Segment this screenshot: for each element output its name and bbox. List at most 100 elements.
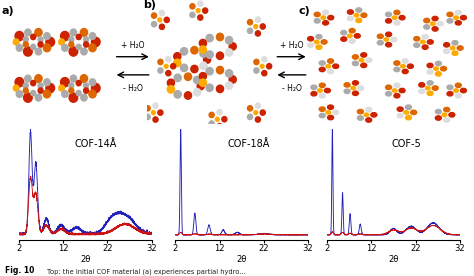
Text: + H₂O: + H₂O <box>121 41 145 50</box>
Circle shape <box>229 76 236 83</box>
Circle shape <box>38 83 43 88</box>
Circle shape <box>91 37 100 47</box>
Circle shape <box>247 20 253 25</box>
Circle shape <box>435 116 441 120</box>
Circle shape <box>62 44 68 51</box>
Circle shape <box>432 27 438 31</box>
Circle shape <box>255 31 260 36</box>
Circle shape <box>314 40 319 44</box>
Circle shape <box>158 68 163 73</box>
Circle shape <box>16 44 23 51</box>
Circle shape <box>328 69 334 74</box>
Circle shape <box>460 88 466 93</box>
X-axis label: 2θ: 2θ <box>237 255 247 264</box>
Circle shape <box>226 70 233 77</box>
Circle shape <box>226 36 233 44</box>
Circle shape <box>384 38 389 41</box>
Circle shape <box>351 86 356 90</box>
Circle shape <box>173 53 181 60</box>
Circle shape <box>13 85 19 91</box>
Circle shape <box>260 64 264 68</box>
Circle shape <box>456 10 461 15</box>
Circle shape <box>152 22 156 27</box>
Circle shape <box>206 68 213 75</box>
Circle shape <box>80 28 88 36</box>
Circle shape <box>385 12 392 17</box>
Circle shape <box>199 46 207 53</box>
Circle shape <box>357 86 364 90</box>
Circle shape <box>316 45 322 49</box>
Circle shape <box>70 29 77 36</box>
Circle shape <box>352 55 358 59</box>
Circle shape <box>69 37 74 42</box>
Circle shape <box>427 40 433 44</box>
Text: COF-5: COF-5 <box>392 139 421 149</box>
Circle shape <box>436 61 441 66</box>
Circle shape <box>25 75 31 82</box>
Circle shape <box>191 65 198 73</box>
Circle shape <box>247 28 253 33</box>
Circle shape <box>435 109 441 114</box>
Circle shape <box>347 34 352 38</box>
Circle shape <box>354 14 359 17</box>
Circle shape <box>76 91 81 96</box>
Circle shape <box>427 81 433 85</box>
Circle shape <box>199 73 207 80</box>
Circle shape <box>167 79 174 87</box>
Circle shape <box>38 88 43 93</box>
Circle shape <box>447 19 453 23</box>
Circle shape <box>319 94 325 98</box>
Circle shape <box>83 42 89 47</box>
Circle shape <box>401 65 405 68</box>
Circle shape <box>166 71 171 76</box>
Circle shape <box>38 37 43 42</box>
Circle shape <box>436 72 441 76</box>
Circle shape <box>454 89 458 92</box>
Circle shape <box>262 57 267 62</box>
Circle shape <box>357 116 364 120</box>
Circle shape <box>386 32 392 36</box>
Circle shape <box>361 63 367 68</box>
Circle shape <box>196 9 200 13</box>
Circle shape <box>447 12 453 17</box>
Circle shape <box>314 12 320 17</box>
Circle shape <box>23 88 28 93</box>
Circle shape <box>328 59 334 63</box>
Circle shape <box>321 40 327 44</box>
Text: b): b) <box>143 0 156 10</box>
Circle shape <box>328 15 334 20</box>
Circle shape <box>173 59 181 67</box>
Circle shape <box>190 4 195 9</box>
Circle shape <box>59 85 64 91</box>
Circle shape <box>181 48 188 55</box>
Circle shape <box>394 94 400 98</box>
Circle shape <box>206 84 213 91</box>
Circle shape <box>159 24 164 30</box>
Circle shape <box>174 91 181 98</box>
Circle shape <box>399 88 405 93</box>
Circle shape <box>456 94 461 98</box>
Circle shape <box>352 61 358 66</box>
Circle shape <box>13 39 19 45</box>
Circle shape <box>217 124 222 129</box>
Circle shape <box>427 63 433 68</box>
Circle shape <box>319 113 325 118</box>
Circle shape <box>404 111 409 114</box>
Circle shape <box>229 43 236 50</box>
Circle shape <box>191 47 198 54</box>
Circle shape <box>394 21 400 25</box>
Circle shape <box>392 89 397 92</box>
Circle shape <box>328 105 334 109</box>
Circle shape <box>347 10 354 14</box>
Circle shape <box>166 57 171 62</box>
Circle shape <box>81 94 87 101</box>
X-axis label: 2θ: 2θ <box>388 255 399 264</box>
Circle shape <box>430 22 435 25</box>
Circle shape <box>366 118 372 122</box>
Circle shape <box>81 48 87 55</box>
Circle shape <box>319 83 325 87</box>
Circle shape <box>89 79 96 86</box>
Circle shape <box>200 50 207 57</box>
Circle shape <box>44 79 50 86</box>
Circle shape <box>184 73 191 80</box>
